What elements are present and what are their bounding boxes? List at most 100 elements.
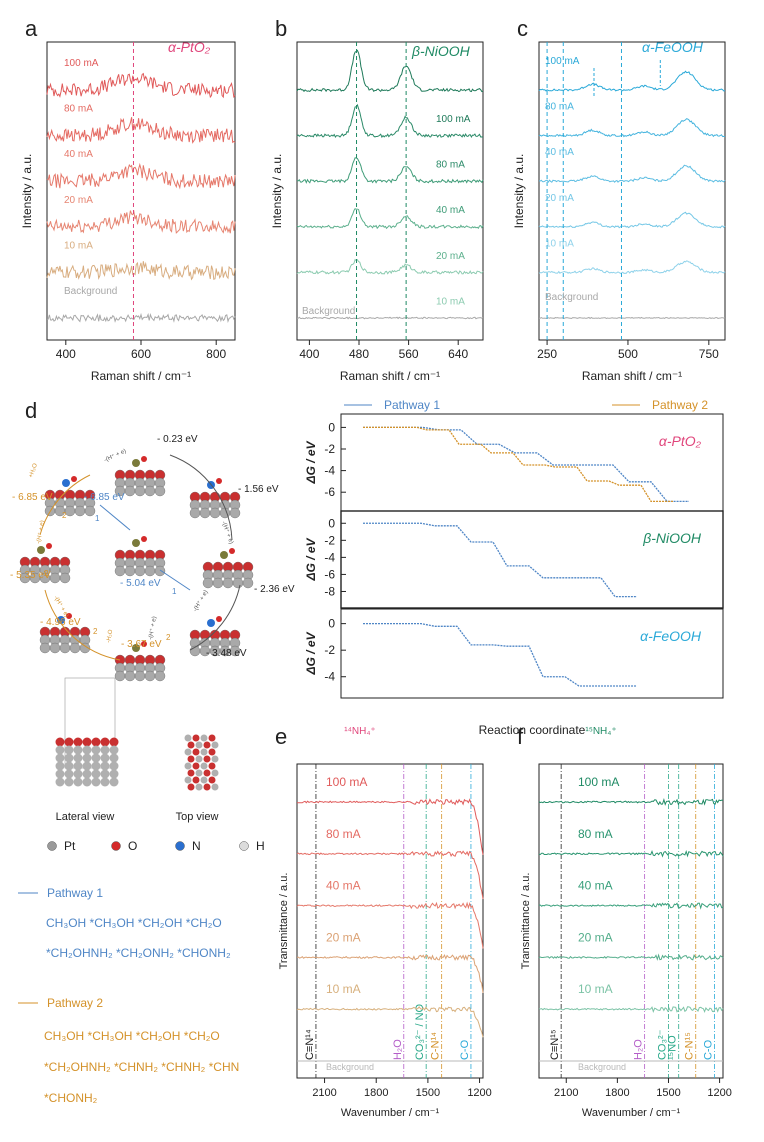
panel_c-spectrum [539,316,726,320]
atom [199,507,211,519]
atom [64,745,74,755]
panel_e-band-label: H₂O [392,1039,404,1060]
atom [109,761,119,771]
energy-series-pathway-1 [363,522,637,598]
atom [144,565,156,577]
atom [74,505,86,517]
atom [73,737,83,747]
panel_c-tick-label: 500 [618,347,638,361]
panel_e-band-label: C≡N¹⁴ [304,1029,316,1060]
atom [154,565,166,577]
pathway2-species: CH₃OH *CH₃OH *CH₂OH *CH₂O [44,1029,220,1043]
surface-slab [39,613,91,654]
energy-y-tick-label: -8 [324,584,335,598]
panel_a-series-label: 100 mA [64,58,99,69]
cycle-energy-label: - 3.67 eV [121,639,162,650]
panel_f-series-label: Background [578,1062,626,1072]
panel_a-spectrum [46,117,236,144]
atom [82,753,92,763]
panel_c-spectrum [538,118,726,138]
energy-y-tick-label: -4 [324,670,335,684]
cycle-energy-label: - 6.85 eV [12,492,53,503]
panel_b-spectrum [296,49,484,93]
atom [184,734,192,742]
panel_c-xlabel: Raman shift / cm⁻¹ [582,369,682,383]
energy-chart-frame [340,510,724,609]
atom-legend-label: N [192,839,201,853]
atom [55,769,65,779]
panel_a-spectrum [47,312,236,323]
surface-slab [19,543,71,584]
atom [64,753,74,763]
atom [211,783,219,791]
cycle-step-label: -H₂O [106,629,114,643]
panel_f-band-label: C≡N¹⁵ [549,1029,561,1060]
energy-chart-frame [340,413,724,512]
atom [82,745,92,755]
panel_a-spectrum [46,261,236,281]
structure-view-label: Lateral view [56,811,115,823]
panel_e-series-label: Background [326,1062,374,1072]
adsorbate-atom [207,619,215,627]
atom [91,737,101,747]
energy-y-tick-label: -6 [324,567,335,581]
pathway2-species: *CH₂OHNH₂ *CHNH₂ *CHNH₂ *CHN [44,1060,239,1074]
panel_c-series-label: Background [545,292,598,303]
cycle-energy-label: - 5.35 eV [10,570,51,581]
atom [211,755,219,763]
panel_a-series-label: 40 mA [64,149,93,160]
cycle-energy-label: - 6.85 eV [84,492,125,503]
atom [91,753,101,763]
panel_f-series-label: 40 mA [578,879,613,893]
surface-slab [114,456,166,497]
panel_e-band-label: CO₃²⁻ / NO [414,1003,426,1060]
atom [124,565,136,577]
atom [84,505,96,517]
adsorbate-atom [216,616,222,622]
cycle-step-label: -(H⁺ + e) [220,520,235,545]
panel_c-ylabel: Intensity / a.u. [512,154,526,229]
atom [100,737,110,747]
pathway1-species: *CH₂OHNH₂ *CH₂ONH₂ *CHONH₂ [46,946,231,960]
atom [49,642,61,654]
panel_b-frame [296,41,484,341]
atom-legend-label: Pt [64,839,76,853]
pathway1-title: Pathway 1 [47,886,103,900]
panel_c-series-label: 20 mA [545,193,574,204]
cycle-step-label: -(H⁺ + e) [192,589,210,613]
panel_b-tick-label: 640 [448,347,468,361]
atom [134,670,146,682]
atom [189,507,201,519]
energy-series-pathway-1 [363,426,689,503]
surface-slab [114,536,166,577]
panel_e-spectrum [296,953,484,993]
panel_b-xlabel: Raman shift / cm⁻¹ [340,369,440,383]
atom [208,734,216,742]
atom [144,485,156,497]
panel_f-band-label: ¹⁵NO [667,1035,679,1060]
atom [212,577,224,589]
panel_a-tick-label: 400 [56,347,76,361]
atom [208,762,216,770]
panel_b-tick-label: 480 [349,347,369,361]
panel_e-xlabel: Wavenumber / cm⁻¹ [341,1107,440,1119]
panel_b-series-label: Background [302,306,355,317]
atom [192,748,200,756]
atom [64,761,74,771]
energy-y-tick-label: 0 [328,420,335,434]
adsorbate-atom [46,543,52,549]
energy-y-tick-label: -2 [324,533,335,547]
panel_e-series-label: 10 mA [326,982,361,996]
cycle-arc-pathway1 [159,569,191,591]
atom [184,762,192,770]
panel_f-band-label: C-N¹⁵ [684,1032,696,1060]
adsorbate-atom [132,539,140,547]
cycle-step-label: 2 [62,511,67,520]
atom-legend-swatch [111,841,121,851]
adsorbate-atom [62,479,70,487]
atom [242,577,254,589]
panel_a-spectrum [46,209,236,234]
panel_c-series-label: 80 mA [545,102,574,113]
panel_e-spectrum [297,798,484,855]
atom [100,753,110,763]
